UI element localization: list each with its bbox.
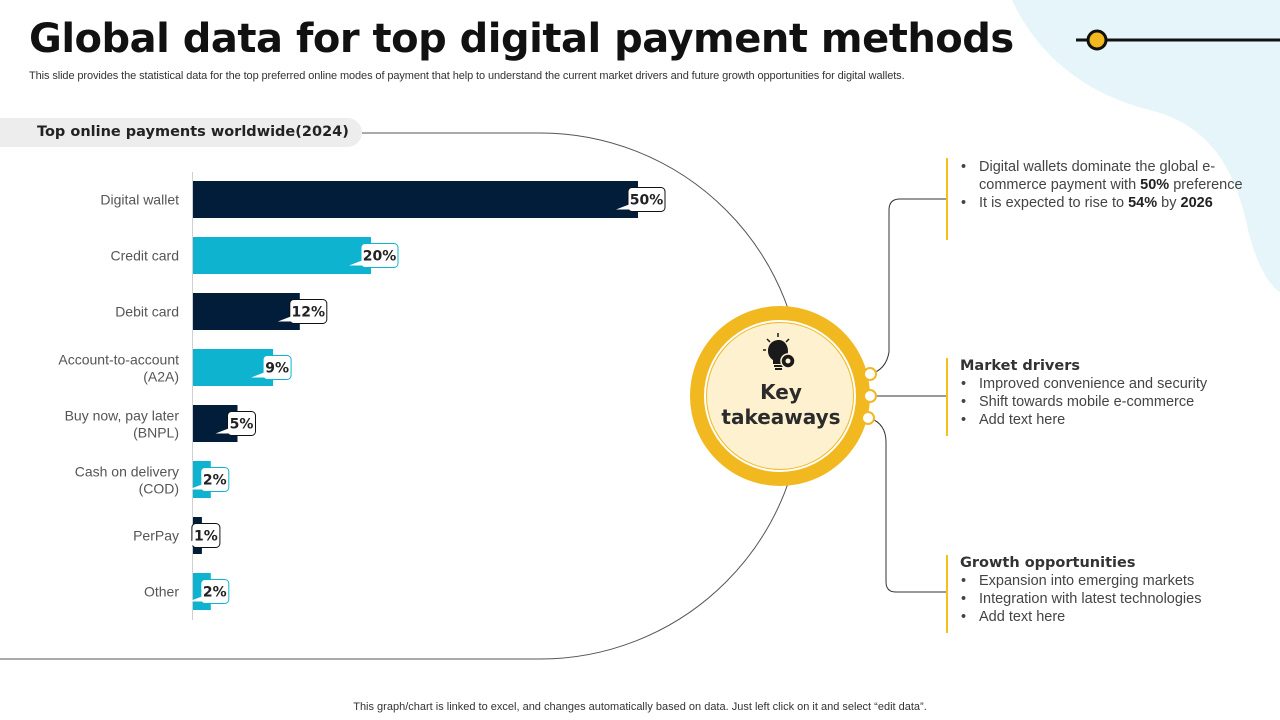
footer-note: This graph/chart is linked to excel, and… [353,701,927,713]
value-callout-tail-1 [349,260,362,266]
background-blob [1012,0,1280,292]
bar-3[interactable] [193,349,274,386]
panel-1-item-2: Add text here [960,411,1246,429]
value-callout-4 [227,411,256,436]
value-label-2: 12% [292,305,326,321]
value-callout-0 [627,187,666,212]
value-callout-1 [360,243,399,268]
takeaway-panel-growth-opportunities: Growth opportunities Expansion into emer… [946,555,1246,633]
value-callout-6 [191,523,221,548]
panel-1-item-1: Shift towards mobile e-commerce [960,393,1246,411]
value-label-1: 20% [363,249,397,265]
category-label-0: Digital wallet [100,192,179,208]
value-callout-tail-6 [179,540,193,546]
value-callout-7 [200,579,230,604]
bar-0[interactable] [193,181,638,218]
value-callout-tail-7 [188,596,202,602]
value-label-4: 5% [230,417,254,433]
value-callout-tail-4 [215,428,229,434]
category-label-4-1: (BNPL) [133,425,179,441]
page-title: Global data for top digital payment meth… [29,16,1014,62]
ornament-knob [1086,29,1108,51]
hub-inner-ring [704,320,856,472]
value-label-3: 9% [265,361,289,377]
value-callout-3 [262,355,292,380]
value-callout-tail-2 [277,316,291,322]
value-callout-tail-5 [188,484,202,490]
takeaway-panel-market-drivers: Market drivers Improved convenience and … [946,358,1246,436]
value-label-5: 2% [203,473,227,489]
lightbulb-gear-icon [763,333,796,370]
value-label-7: 2% [203,585,227,601]
value-label-6: 1% [194,529,218,545]
hub-node-middle [863,389,877,403]
hub-core [707,323,853,469]
panel-2-item-0: Expansion into emerging markets [960,572,1246,590]
hub-label-line1: Key [760,380,802,404]
chart-title: Top online payments worldwide(2024) [0,118,362,147]
category-label-7: Other [144,584,179,600]
panel-2-item-2: Add text here [960,608,1246,626]
bar-1[interactable] [193,237,371,274]
category-label-5-1: (COD) [139,481,179,497]
hub-node-top [863,367,877,381]
category-label-3-1: (A2A) [143,369,179,385]
panel-0-item-0: Digital wallets dominate the global e-co… [960,158,1246,194]
value-callout-tail-3 [251,372,265,378]
panel-0-item-1: It is expected to rise to 54% by 2026 [960,194,1246,212]
hub-label-line2: takeaways [721,405,840,429]
summary-list: Digital wallets dominate the global e-co… [960,158,1246,212]
category-label-3-0: Account-to-account [58,352,179,368]
category-label-6: PerPay [133,528,179,544]
market-drivers-heading: Market drivers [960,358,1081,374]
category-label-1: Credit card [111,248,179,264]
page-subtitle: This slide provides the statistical data… [29,70,905,82]
hub-connectors [869,198,946,593]
growth-opportunities-heading: Growth opportunities [960,555,1136,571]
hub-node-bottom [861,411,875,425]
bar-2[interactable] [193,293,300,330]
value-callout-5 [200,467,230,492]
value-callout-2 [289,299,328,324]
takeaway-panel-summary: Digital wallets dominate the global e-co… [946,158,1246,240]
market-drivers-list: Improved convenience and securityShift t… [960,375,1246,429]
value-label-0: 50% [630,193,664,209]
value-callout-tail-0 [616,204,629,210]
panel-2-item-1: Integration with latest technologies [960,590,1246,608]
panel-1-item-0: Improved convenience and security [960,375,1246,393]
category-label-5-0: Cash on delivery [75,464,179,480]
chart-bars: Digital wallet 50% Credit card 20% Debit car… [58,181,666,610]
category-label-2: Debit card [115,304,179,320]
category-label-4-0: Buy now, pay later [65,408,180,424]
growth-opportunities-list: Expansion into emerging marketsIntegrati… [960,572,1246,626]
